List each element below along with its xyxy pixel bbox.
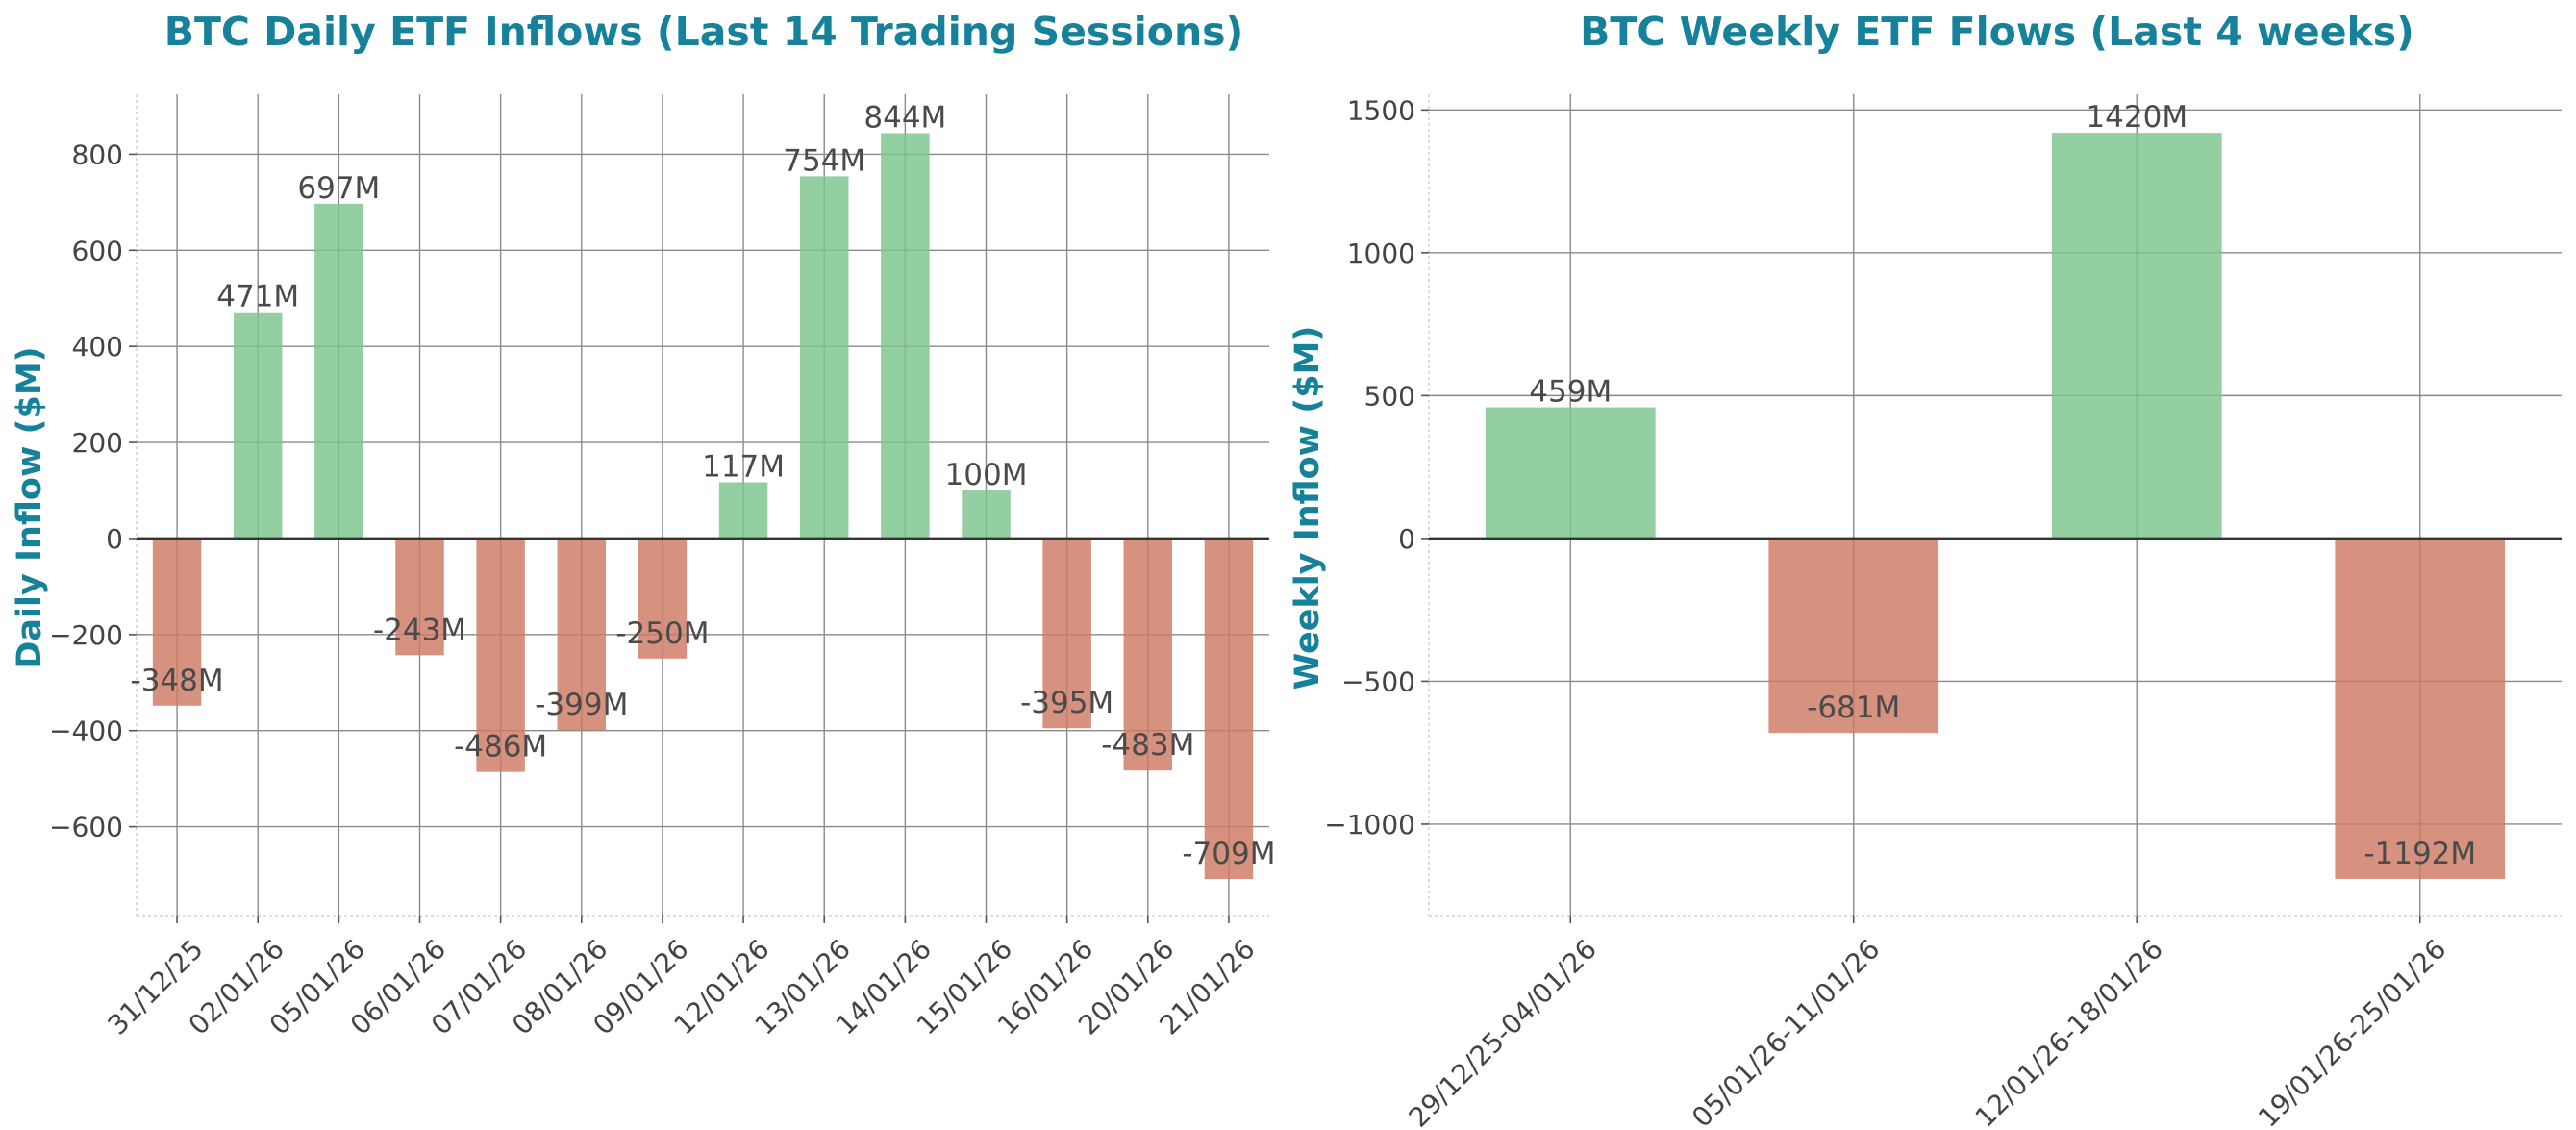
daily-bar [799,176,849,539]
daily-data-label: -395M [1020,686,1113,720]
weekly-chart-ylabel: Weekly Inflow ($M) [1288,326,1327,691]
daily-bar [314,203,363,539]
daily-y-tick-label: −400 [49,716,123,747]
daily-y-tick-label: 600 [72,235,123,266]
weekly-flows-chart: BTC Weekly ETF Flows (Last 4 weeks) Week… [1288,9,2562,1130]
daily-bar [962,490,1011,539]
weekly-y-tick-label: 0 [1398,523,1415,555]
daily-data-label: -483M [1101,728,1194,763]
daily-y-tick-label: 800 [72,138,123,170]
weekly-x-tick-label: 05/01/26-11/01/26 [1686,933,1886,1130]
weekly-bar [2335,538,2506,879]
weekly-bar [2051,133,2222,539]
daily-bar [152,538,202,706]
daily-data-label: 844M [863,100,946,135]
daily-y-tick-label: −600 [49,812,123,843]
daily-data-label: -399M [535,688,628,722]
weekly-chart-title: BTC Weekly ETF Flows (Last 4 weeks) [1580,9,2414,55]
daily-y-tick-label: 200 [72,427,123,459]
weekly-data-label: 1420M [2086,100,2188,135]
weekly-bar [1768,538,1939,734]
daily-bar [638,538,688,659]
daily-chart-ylabel: Daily Inflow ($M) [11,346,49,668]
daily-data-label: 117M [702,450,785,485]
daily-bar [881,133,930,539]
daily-y-tick-label: −200 [49,619,123,651]
daily-y-tick-label: 0 [106,523,123,555]
weekly-data-label: -681M [1807,691,1900,725]
daily-bar [1042,538,1091,729]
daily-bar [718,482,768,539]
weekly-y-tick-label: −1000 [1324,809,1415,841]
daily-data-label: -709M [1182,837,1275,871]
weekly-data-label: -1192M [2363,837,2476,871]
daily-data-label: 471M [216,280,299,314]
daily-bar [233,312,283,539]
daily-bar [476,538,525,772]
daily-bar [1123,538,1173,771]
daily-bar [395,538,444,656]
weekly-y-tick-label: 500 [1364,380,1415,412]
daily-data-label: 697M [297,171,380,206]
daily-data-label: -243M [373,613,466,647]
daily-data-label: 100M [945,458,1028,492]
daily-data-label: 754M [783,143,865,178]
daily-y-tick-label: 400 [72,331,123,363]
daily-bar [1204,538,1254,880]
daily-chart-title: BTC Daily ETF Inflows (Last 14 Trading S… [164,9,1244,55]
weekly-y-tick-label: 1000 [1347,238,1415,269]
weekly-data-label: 459M [1529,375,1612,410]
weekly-x-tick-label: 29/12/25-04/01/26 [1403,933,1603,1130]
weekly-y-tick-label: 1500 [1347,94,1415,126]
daily-data-label: -250M [615,616,709,651]
weekly-x-tick-label: 12/01/26-18/01/26 [1969,933,2169,1130]
daily-data-label: -486M [454,730,547,765]
weekly-x-tick-label: 19/01/26-25/01/26 [2252,933,2452,1130]
daily-inflows-chart: BTC Daily ETF Inflows (Last 14 Trading S… [11,9,1275,1042]
daily-bar [557,538,607,731]
daily-data-label: -348M [131,664,224,698]
weekly-y-tick-label: −500 [1341,665,1415,697]
weekly-bar [1485,407,1656,539]
